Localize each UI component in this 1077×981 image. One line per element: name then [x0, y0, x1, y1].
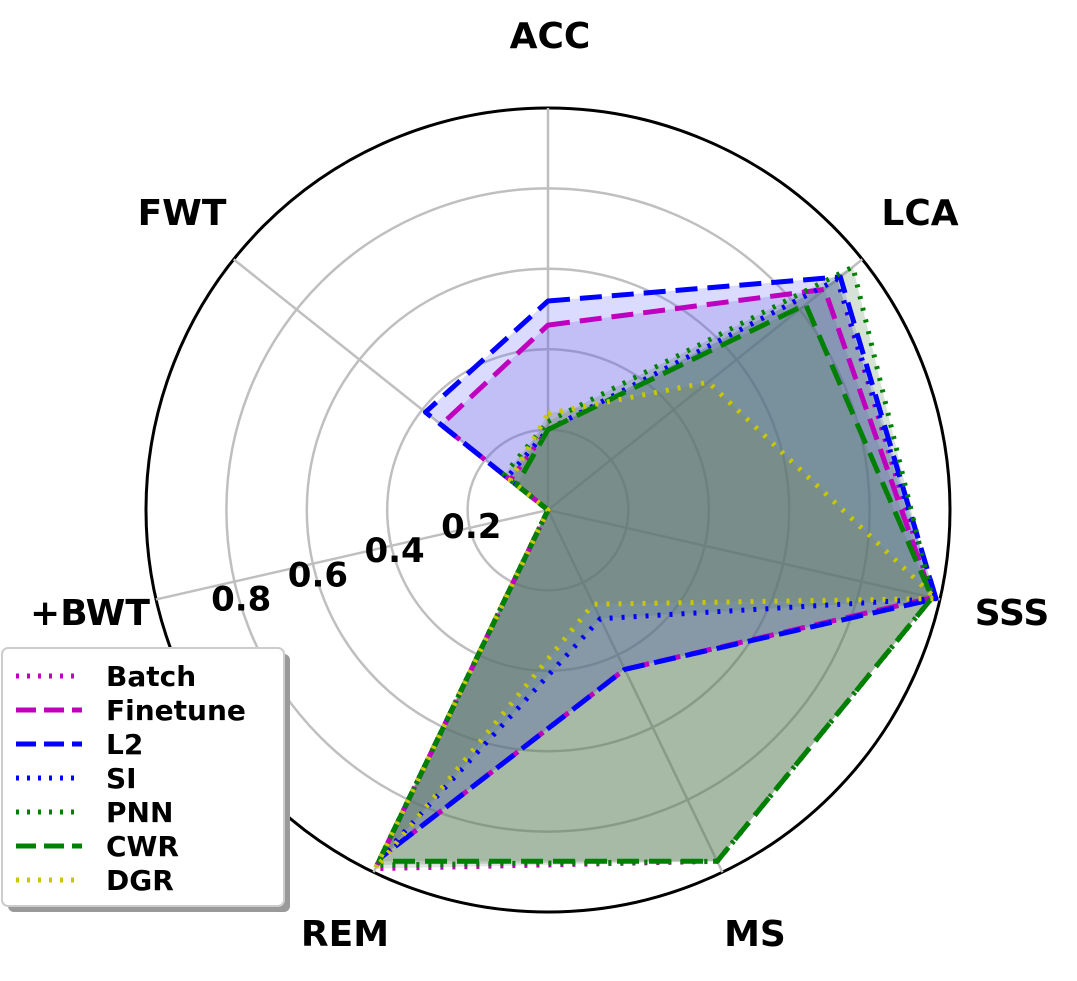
spoke-sss — [547, 508, 941, 601]
spoke-ms — [546, 509, 724, 873]
legend-label-pnn: PNN — [106, 796, 173, 829]
series-fill-finetune — [380, 289, 933, 858]
axis-label-sss: SSS — [975, 593, 1050, 634]
legend-label-l2: L2 — [106, 728, 143, 761]
legend-label-batch: Batch — [106, 660, 196, 693]
ring-label-1: 0.4 — [364, 531, 424, 571]
spoke-lca — [547, 258, 864, 511]
series-fill-batch — [375, 279, 933, 869]
series-fill-dgr — [375, 382, 936, 869]
legend-label-si: SI — [106, 762, 137, 795]
axis-labels: ACC LCA SSS MS REM +BWT FWT — [30, 16, 1049, 955]
axis-label-rem: REM — [301, 914, 389, 955]
ring-label-2: 0.6 — [288, 555, 348, 595]
ring-label-0: 0.2 — [441, 507, 501, 547]
axis-label-ms: MS — [724, 914, 786, 955]
series-fills — [375, 266, 937, 869]
series-fill-l2 — [380, 276, 937, 858]
ring-label-3: 0.8 — [211, 579, 271, 619]
series-line-pnn — [374, 264, 935, 868]
axis-label-bwt: +BWT — [30, 593, 150, 634]
axis-label-fwt: FWT — [138, 193, 227, 234]
legend-label-finetune: Finetune — [106, 694, 246, 727]
axis-label-lca: LCA — [881, 193, 958, 234]
ring-labels: 0.2 0.4 0.6 0.8 — [211, 507, 501, 619]
series-fill-cwr — [378, 304, 933, 862]
legend-label-dgr: DGR — [106, 864, 174, 897]
series-line-l2 — [378, 274, 939, 861]
spoke-bwt — [155, 508, 549, 601]
legend-label-cwr: CWR — [106, 830, 179, 863]
series-line-cwr — [376, 302, 935, 864]
series-fill-si — [380, 279, 937, 858]
axis-label-acc: ACC — [510, 16, 591, 57]
series-lines — [372, 264, 939, 872]
series-fill-pnn — [377, 266, 933, 865]
